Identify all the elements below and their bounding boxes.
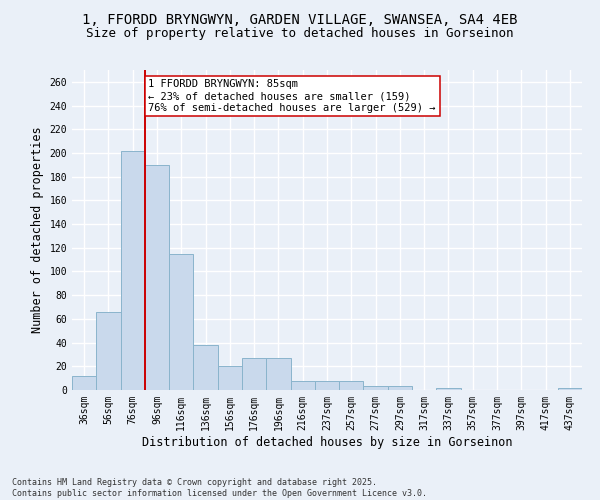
Bar — [145, 165, 169, 390]
Bar — [558, 388, 582, 390]
Text: 1 FFORDD BRYNGWYN: 85sqm
← 23% of detached houses are smaller (159)
76% of semi-: 1 FFORDD BRYNGWYN: 85sqm ← 23% of detach… — [149, 80, 436, 112]
Bar — [96, 312, 121, 390]
Bar — [72, 376, 96, 390]
Bar — [388, 386, 412, 390]
Bar — [364, 386, 388, 390]
Bar — [218, 366, 242, 390]
X-axis label: Distribution of detached houses by size in Gorseinon: Distribution of detached houses by size … — [142, 436, 512, 448]
Bar — [169, 254, 193, 390]
Y-axis label: Number of detached properties: Number of detached properties — [31, 126, 44, 334]
Bar — [339, 380, 364, 390]
Bar — [121, 150, 145, 390]
Text: 1, FFORDD BRYNGWYN, GARDEN VILLAGE, SWANSEA, SA4 4EB: 1, FFORDD BRYNGWYN, GARDEN VILLAGE, SWAN… — [82, 12, 518, 26]
Text: Contains HM Land Registry data © Crown copyright and database right 2025.
Contai: Contains HM Land Registry data © Crown c… — [12, 478, 427, 498]
Bar — [290, 380, 315, 390]
Bar — [193, 345, 218, 390]
Bar — [266, 358, 290, 390]
Text: Size of property relative to detached houses in Gorseinon: Size of property relative to detached ho… — [86, 28, 514, 40]
Bar — [315, 380, 339, 390]
Bar — [242, 358, 266, 390]
Bar — [436, 388, 461, 390]
